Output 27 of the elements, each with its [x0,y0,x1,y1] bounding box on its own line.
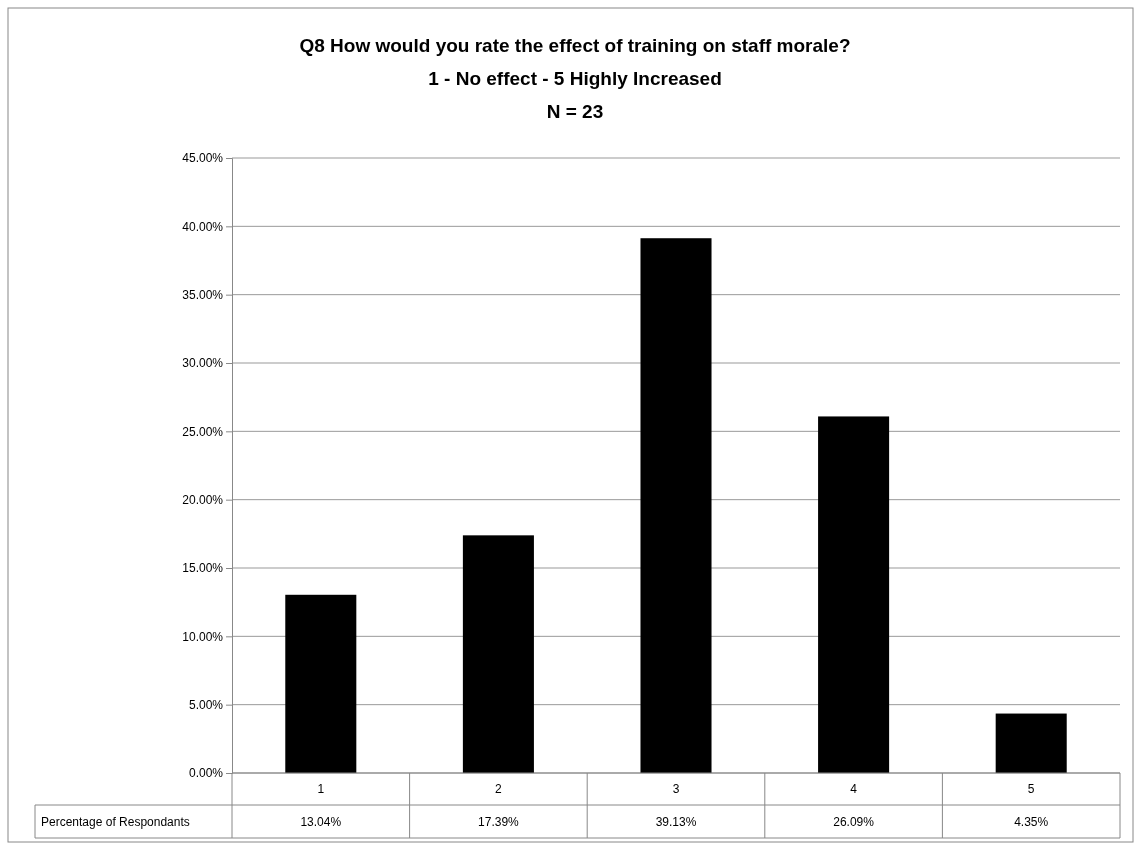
y-tick-label: 45.00% [182,151,224,166]
y-tick-label: 5.00% [188,698,224,713]
y-tick-label: 15.00% [182,561,224,576]
y-tick-label: 25.00% [182,424,224,439]
data-label: 4.35% [1014,814,1049,829]
text: Percentage of Respondants [41,814,190,829]
bar [640,238,712,773]
y-tick-label: 35.00% [182,288,224,303]
x-tick-label: 5 [1027,782,1035,796]
y-tick-label: 40.00% [182,219,224,234]
bar [995,713,1067,773]
y-tick-label: 0.00% [188,766,224,781]
y-tick-label: 30.00% [182,356,224,371]
bar [285,594,357,773]
x-tick-label: 2 [495,782,503,796]
bar [818,416,890,773]
chart-title: Q8 How would you rate the effect of training on staff morale? 1 - No effect - 5 Highly Increased N = 23 [299,35,851,122]
x-tick-label: 4 [850,782,858,796]
x-tick-label: 3 [672,782,680,796]
y-tick-label: 10.00% [182,629,224,644]
bar [462,535,534,773]
data-label: 13.04% [300,814,342,829]
data-label: 26.09% [833,814,875,829]
x-tick-label: 1 [317,782,325,796]
data-label: 17.39% [478,814,520,829]
data-label: 39.13% [655,814,697,829]
y-tick-label: 20.00% [182,493,224,508]
